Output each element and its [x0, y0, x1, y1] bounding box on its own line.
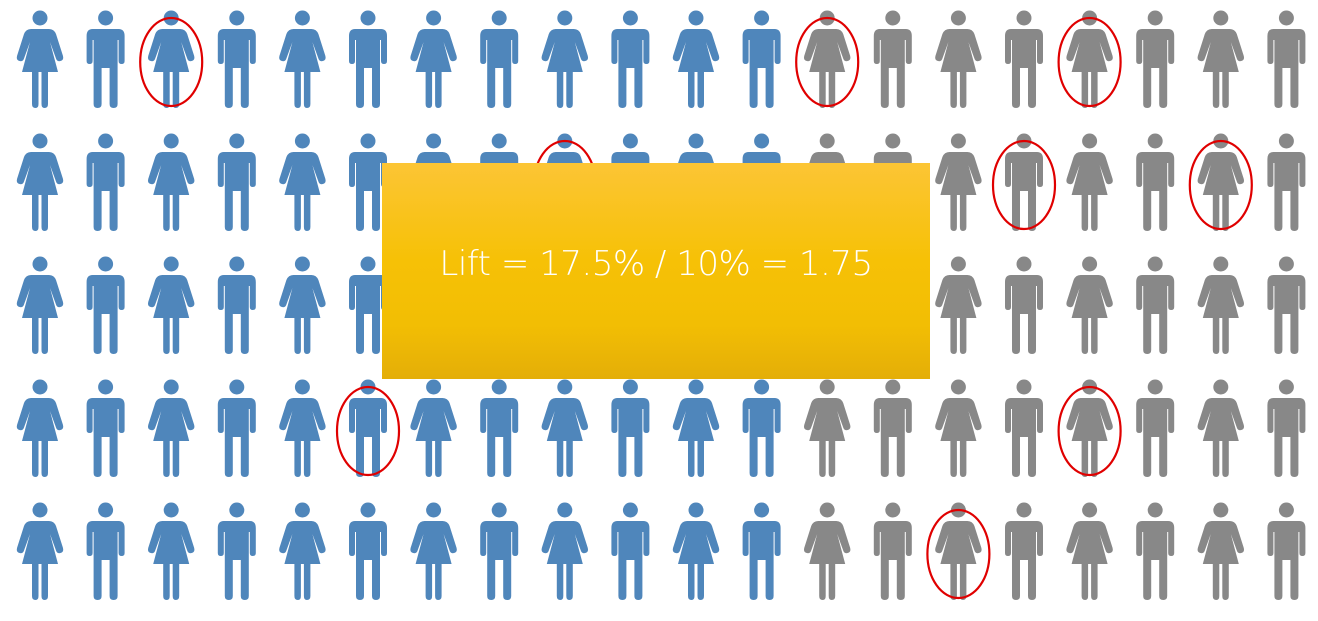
gray-female-person-icon: [1066, 256, 1113, 354]
gray-male-person-icon: [1136, 379, 1175, 477]
blue-female-person-icon: [541, 10, 589, 108]
selected-person-circle: [1057, 385, 1122, 477]
blue-male-person-icon: [742, 502, 781, 600]
selected-person-circle: [795, 16, 860, 108]
gray-male-person-icon: [1267, 256, 1306, 354]
blue-male-person-icon: [349, 502, 387, 600]
gray-male-person-icon: [1005, 133, 1043, 231]
gray-male-person-icon: [1267, 133, 1306, 231]
blue-male-person-icon: [349, 10, 387, 108]
gray-female-person-icon: [935, 256, 982, 354]
blue-male-person-icon: [217, 133, 256, 231]
blue-female-person-icon: [147, 379, 195, 477]
blue-female-person-icon: [16, 10, 64, 108]
blue-male-person-icon: [217, 256, 256, 354]
gray-male-person-icon: [1005, 256, 1043, 354]
gray-female-person-icon: [1197, 379, 1245, 477]
gray-male-person-icon: [1136, 502, 1175, 600]
gray-male-person-icon: [873, 10, 912, 108]
gray-female-person-icon: [935, 379, 982, 477]
selected-person-circle: [1188, 139, 1253, 231]
blue-female-person-icon: [16, 502, 64, 600]
lift-formula-box: Lift = 17.5% / 10% = 1.75: [382, 163, 930, 379]
blue-male-person-icon: [349, 379, 387, 477]
blue-male-person-icon: [611, 502, 650, 600]
gray-female-person-icon: [1197, 256, 1245, 354]
blue-female-person-icon: [672, 379, 720, 477]
blue-female-person-icon: [410, 379, 457, 477]
selected-person-circle: [991, 139, 1057, 231]
blue-female-person-icon: [279, 256, 326, 354]
blue-female-person-icon: [147, 133, 195, 231]
blue-female-person-icon: [147, 256, 195, 354]
blue-male-person-icon: [217, 502, 256, 600]
gray-female-person-icon: [803, 379, 851, 477]
blue-female-person-icon: [16, 379, 64, 477]
blue-male-person-icon: [86, 10, 125, 108]
blue-female-person-icon: [279, 379, 326, 477]
blue-female-person-icon: [16, 256, 64, 354]
gray-female-person-icon: [935, 10, 982, 108]
blue-female-person-icon: [672, 502, 720, 600]
blue-female-person-icon: [672, 10, 720, 108]
gray-female-person-icon: [1197, 502, 1245, 600]
blue-female-person-icon: [410, 502, 457, 600]
blue-male-person-icon: [480, 379, 519, 477]
blue-male-person-icon: [217, 379, 256, 477]
blue-female-person-icon: [279, 10, 326, 108]
gray-male-person-icon: [1136, 10, 1175, 108]
gray-male-person-icon: [1005, 502, 1043, 600]
blue-male-person-icon: [742, 10, 781, 108]
blue-male-person-icon: [611, 10, 650, 108]
gray-male-person-icon: [1267, 10, 1306, 108]
gray-male-person-icon: [873, 502, 912, 600]
gray-male-person-icon: [1136, 256, 1175, 354]
blue-male-person-icon: [480, 10, 519, 108]
selected-person-circle: [926, 508, 991, 600]
gray-male-person-icon: [1267, 379, 1306, 477]
gray-male-person-icon: [1267, 502, 1306, 600]
gray-male-person-icon: [1136, 133, 1175, 231]
selected-person-circle: [335, 385, 401, 477]
blue-male-person-icon: [611, 379, 650, 477]
blue-female-person-icon: [279, 502, 326, 600]
gray-female-person-icon: [935, 133, 982, 231]
lift-formula-text: Lift = 17.5% / 10% = 1.75: [439, 244, 873, 284]
blue-male-person-icon: [742, 379, 781, 477]
blue-male-person-icon: [217, 10, 256, 108]
blue-female-person-icon: [541, 379, 589, 477]
gray-female-person-icon: [1066, 133, 1113, 231]
blue-male-person-icon: [86, 502, 125, 600]
selected-person-circle: [139, 16, 204, 108]
blue-female-person-icon: [147, 502, 195, 600]
gray-female-person-icon: [1066, 502, 1113, 600]
blue-male-person-icon: [480, 502, 519, 600]
blue-female-person-icon: [541, 502, 589, 600]
gray-female-person-icon: [803, 502, 851, 600]
blue-male-person-icon: [86, 379, 125, 477]
gray-male-person-icon: [1005, 379, 1043, 477]
blue-male-person-icon: [86, 133, 125, 231]
blue-female-person-icon: [410, 10, 457, 108]
blue-female-person-icon: [279, 133, 326, 231]
selected-person-circle: [1057, 16, 1122, 108]
gray-male-person-icon: [1005, 10, 1043, 108]
gray-male-person-icon: [873, 379, 912, 477]
blue-female-person-icon: [16, 133, 64, 231]
gray-female-person-icon: [1197, 10, 1245, 108]
blue-male-person-icon: [86, 256, 125, 354]
